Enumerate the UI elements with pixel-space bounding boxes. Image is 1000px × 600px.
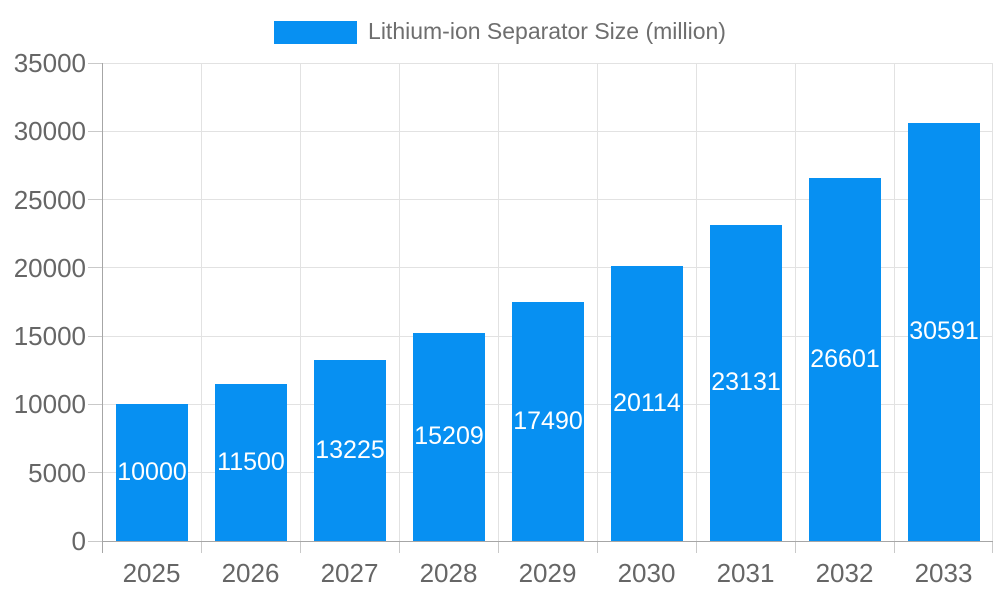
x-tick-7: [794, 541, 796, 553]
v-gridline-1: [200, 63, 202, 541]
y-axis-tick-label: 20000: [13, 252, 86, 283]
x-axis-tick-label: 2025: [122, 558, 181, 588]
bar-2030[interactable]: 20114: [611, 266, 683, 541]
y-axis-line: [102, 63, 103, 553]
y-tick-0: [88, 540, 102, 542]
bar-2028[interactable]: 15209: [413, 333, 485, 541]
y-tick-20000: [88, 267, 102, 269]
y-tick-30000: [88, 130, 102, 132]
bar-value-label: 26601: [810, 344, 880, 373]
y-axis-tick-label: 35000: [13, 48, 86, 78]
x-tick-2: [299, 541, 301, 553]
h-gridline-30000: [102, 130, 993, 132]
x-tick-5: [596, 541, 598, 553]
legend-swatch: [274, 20, 358, 44]
y-axis-tick-label: 15000: [13, 321, 86, 352]
bar-value-label: 15209: [414, 422, 484, 451]
x-axis-tick-label: 2031: [716, 558, 775, 588]
bar-value-label: 11500: [217, 447, 285, 476]
x-axis-tick-label: 2033: [914, 558, 973, 588]
x-tick-6: [695, 541, 697, 553]
x-axis-tick-label: 2026: [221, 558, 280, 588]
h-gridline-25000: [102, 199, 993, 201]
v-gridline-4: [497, 63, 499, 541]
x-axis-tick-label: 2029: [518, 558, 577, 588]
x-axis-tick-label: 2030: [617, 558, 676, 588]
h-gridline-35000: [102, 62, 993, 64]
x-tick-1: [200, 541, 202, 553]
v-gridline-8: [893, 63, 895, 541]
x-axis-tick-label: 2027: [320, 558, 379, 588]
x-tick-4: [497, 541, 499, 553]
v-gridline-6: [695, 63, 697, 541]
v-gridline-2: [299, 63, 301, 541]
bar-2025[interactable]: 10000: [116, 404, 188, 541]
legend-label: Lithium-ion Separator Size (million): [368, 18, 726, 45]
bar-value-label: 13225: [315, 435, 385, 464]
bar-value-label: 23131: [711, 368, 781, 397]
v-gridline-3: [398, 63, 400, 541]
bar-value-label: 30591: [909, 317, 979, 346]
y-tick-15000: [88, 335, 102, 337]
v-gridline-5: [596, 63, 598, 541]
bar-2026[interactable]: 11500: [215, 384, 287, 541]
v-gridline-9: [992, 63, 993, 541]
plot-area: 10000 11500 13225 15209 17490 20114 23131 26601…: [88, 62, 993, 553]
legend[interactable]: Lithium-ion Separator Size (million): [0, 16, 1000, 48]
y-axis-tick-label: 10000: [13, 389, 86, 420]
y-axis-tick-label: 5000: [28, 457, 86, 488]
bar-2031[interactable]: 23131: [710, 225, 782, 541]
h-gridline-20000: [102, 267, 993, 269]
y-tick-5000: [88, 472, 102, 474]
y-axis-tick-label: 0: [71, 526, 86, 556]
x-axis-line: [102, 541, 993, 542]
x-axis-tick-label: 2032: [815, 558, 874, 588]
y-tick-35000: [88, 62, 102, 64]
x-tick-3: [398, 541, 400, 553]
bar-value-label: 20114: [613, 388, 681, 417]
x-axis-tick-label: 2028: [419, 558, 478, 588]
bar-2032[interactable]: 26601: [809, 178, 881, 541]
x-tick-9: [992, 541, 993, 553]
bar-value-label: 10000: [117, 457, 187, 486]
y-tick-25000: [88, 199, 102, 201]
bar-2029[interactable]: 17490: [512, 302, 584, 541]
bar-2027[interactable]: 13225: [314, 360, 386, 541]
y-tick-10000: [88, 403, 102, 405]
y-axis-tick-label: 30000: [13, 116, 86, 147]
bar-2033[interactable]: 30591: [908, 123, 980, 541]
bar-value-label: 17490: [513, 406, 583, 435]
y-axis-tick-label: 25000: [13, 184, 86, 215]
x-tick-8: [893, 541, 895, 553]
v-gridline-7: [794, 63, 796, 541]
